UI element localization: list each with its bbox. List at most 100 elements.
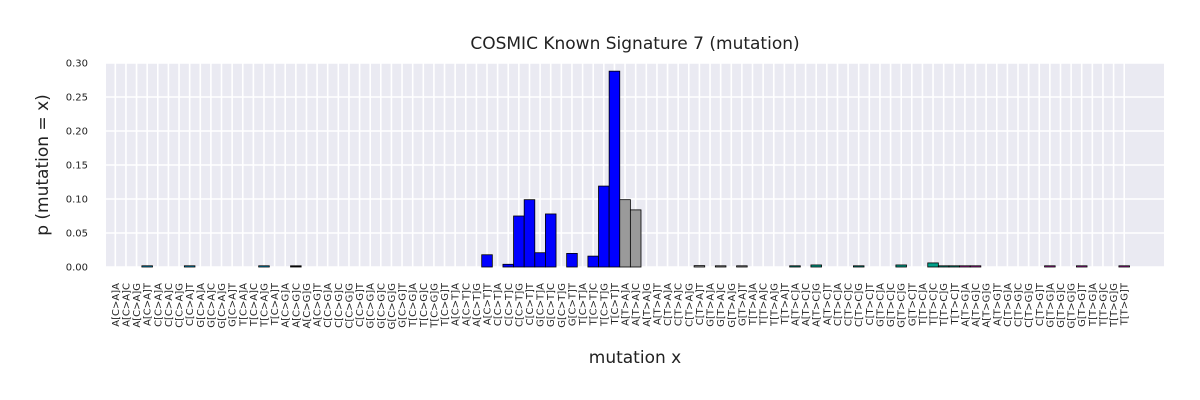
bar-a-t-c-g xyxy=(810,264,822,268)
x-tick-label: A[C>A]G xyxy=(132,283,143,328)
x-tick-label: G[T>A]G xyxy=(727,283,738,328)
x-tick-label: T[T>G]T xyxy=(1120,282,1131,326)
x-tick-label: C[T>A]C xyxy=(674,283,685,326)
x-tick-label: A[C>G]A xyxy=(281,283,292,328)
x-tick-label: G[T>C]G xyxy=(897,283,908,328)
bar-c-t-a-t xyxy=(693,265,706,268)
x-tick-label: G[T>G]G xyxy=(1067,283,1078,329)
bar-a-t-a-a xyxy=(619,199,631,268)
x-tick-label: G[C>A]A xyxy=(196,283,207,328)
x-tick-label: G[T>A]C xyxy=(716,283,727,327)
bar-c-c-t-c xyxy=(502,263,514,268)
x-tick-label: A[C>G]C xyxy=(291,283,302,328)
x-tick-label: A[T>G]C xyxy=(971,283,982,327)
x-tick-label: G[T>G]A xyxy=(1045,283,1056,328)
x-tick-label: C[C>G]T xyxy=(355,282,366,327)
x-tick-label: C[T>C]G xyxy=(854,283,865,327)
x-tick-label: C[T>C]T xyxy=(865,282,876,325)
x-tick-label: C[C>T]A xyxy=(493,283,504,326)
x-tick-label: T[T>C]A xyxy=(918,283,929,326)
x-tick-label: G[C>A]G xyxy=(217,283,228,329)
x-tick-label: T[C>G]C xyxy=(419,283,430,328)
x-tick-label: G[T>C]C xyxy=(886,283,897,327)
x-tick-label: T[T>A]T xyxy=(780,282,791,325)
bar-a-t-g-c xyxy=(969,265,982,268)
x-tick-label: C[C>T]G xyxy=(514,283,525,327)
y-tick-label: 0.30 xyxy=(66,59,88,70)
x-tick-label: C[C>T]C xyxy=(504,283,515,326)
bar-t-t-g-t xyxy=(1118,265,1130,268)
x-tick-label: G[T>A]A xyxy=(706,283,717,327)
x-tick-label: T[T>G]G xyxy=(1109,283,1120,328)
bar-a-c-t-t xyxy=(481,254,493,268)
bar-c-t-c-g xyxy=(853,265,865,268)
x-tick-label: A[T>G]A xyxy=(960,283,971,327)
x-tick-label: A[T>G]G xyxy=(982,283,993,328)
bar-c-c-t-t xyxy=(523,199,536,268)
y-axis-label: p (mutation = x) xyxy=(33,94,53,236)
x-tick-label: A[C>A]A xyxy=(111,283,122,327)
bar-g-t-a-c xyxy=(714,265,727,268)
x-tick-label: C[T>G]A xyxy=(1003,283,1014,327)
bar-g-t-c-g xyxy=(895,264,907,268)
x-tick-label: G[T>C]A xyxy=(875,283,886,327)
x-tick-label: C[T>A]A xyxy=(663,283,674,326)
x-tick-label: T[C>A]A xyxy=(238,283,249,327)
bar-t-t-c-c xyxy=(927,262,939,268)
bar-g-c-t-t xyxy=(566,252,578,268)
bar-t-c-t-t xyxy=(608,70,621,268)
x-tick-label: T[T>C]T xyxy=(950,282,961,325)
x-tick-label: A[T>C]G xyxy=(812,283,823,327)
grid-layer xyxy=(106,62,1164,268)
x-tick-label: A[C>G]T xyxy=(313,282,324,327)
bar-a-c-a-t xyxy=(141,265,153,268)
x-tick-label: C[T>A]G xyxy=(684,283,695,327)
y-tick-label: 0.00 xyxy=(66,263,88,274)
x-tick-label: T[T>A]A xyxy=(748,283,759,326)
y-tick-label: 0.10 xyxy=(66,195,88,206)
x-axis-label: mutation x xyxy=(589,348,681,368)
bar-t-t-c-t xyxy=(948,265,960,268)
x-tick-label: C[C>A]T xyxy=(185,282,196,326)
x-tick-label: A[T>C]C xyxy=(801,283,812,326)
x-tick-label: C[T>G]G xyxy=(1024,283,1035,328)
x-tick-label: G[T>C]T xyxy=(907,282,918,326)
x-tick-label: A[C>G]G xyxy=(302,283,313,329)
x-tick-label: C[C>G]C xyxy=(334,283,345,328)
x-tick-label: G[C>G]A xyxy=(366,283,377,329)
bar-t-c-t-g xyxy=(598,185,610,268)
bar-t-c-a-g xyxy=(258,265,270,268)
x-tick-label: G[T>G]T xyxy=(1077,282,1088,327)
bar-g-t-g-t xyxy=(1076,265,1088,268)
bar-g-t-a-t xyxy=(736,265,748,268)
bar-a-t-g-a xyxy=(959,265,971,268)
x-tick-label: G[C>A]T xyxy=(228,282,239,327)
y-tick-label: 0.25 xyxy=(66,93,88,104)
x-tick-label: G[C>A]C xyxy=(206,283,217,328)
x-tick-label: A[C>T]G xyxy=(472,283,483,327)
bar-a-t-c-a xyxy=(789,265,801,268)
x-tick-label: A[C>T]C xyxy=(461,283,472,326)
x-tick-label: G[C>T]G xyxy=(557,283,568,328)
x-tick-label: A[T>A]T xyxy=(652,282,663,325)
x-tick-label: G[C>T]C xyxy=(546,283,557,327)
x-tick-label: T[C>T]T xyxy=(610,282,621,325)
bar-g-c-t-c xyxy=(545,213,557,268)
chart-title: COSMIC Known Signature 7 (mutation) xyxy=(470,34,799,54)
x-tick-label: A[T>C]A xyxy=(790,283,801,326)
x-tick-label: T[C>A]G xyxy=(259,283,270,328)
x-tick-label: T[C>G]T xyxy=(440,282,451,327)
bars-layer xyxy=(141,70,1130,268)
x-tick-labels: A[C>A]A A[C>A]C A[C>A]G A[C>A]T C[C>A]A C[C>A… xyxy=(111,282,1131,329)
bar-t-c-t-c xyxy=(587,255,599,268)
x-tick-label: T[T>G]C xyxy=(1098,283,1109,327)
y-tick-labels: 0.00 0.05 0.10 0.15 0.20 0.25 0.30 xyxy=(66,59,88,274)
x-tick-label: T[C>T]C xyxy=(589,283,600,326)
x-tick-label: C[T>G]C xyxy=(1014,283,1025,327)
x-tick-label: T[T>G]A xyxy=(1088,283,1099,327)
bar-a-c-g-c xyxy=(290,265,302,268)
x-tick-label: T[C>A]T xyxy=(270,282,281,326)
x-tick-label: C[C>A]C xyxy=(164,283,175,327)
y-tick-label: 0.20 xyxy=(66,127,88,138)
